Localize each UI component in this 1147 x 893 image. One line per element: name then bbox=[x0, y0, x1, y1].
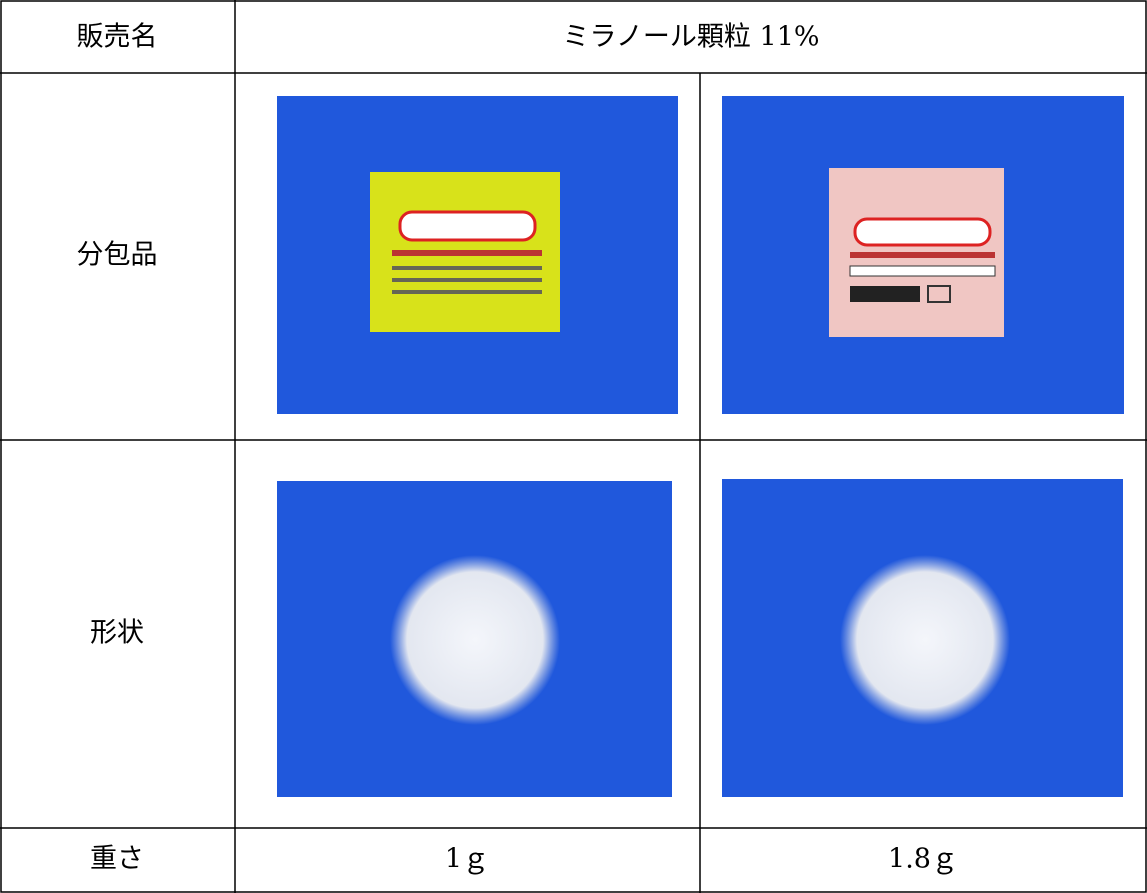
row-label: 分包品 bbox=[77, 240, 158, 271]
package-photo bbox=[277, 96, 678, 414]
header-label: 販売名 bbox=[77, 22, 158, 53]
weight: 1ｇ bbox=[445, 844, 489, 875]
granule-photo bbox=[277, 481, 672, 797]
package-photo bbox=[722, 96, 1124, 414]
row-label: 重さ bbox=[90, 844, 144, 875]
weight: 1.8ｇ bbox=[888, 844, 958, 875]
product-name: ミラノール顆粒 11% bbox=[562, 22, 819, 53]
row-label: 形状 bbox=[90, 618, 144, 649]
granule-photo bbox=[722, 479, 1123, 797]
